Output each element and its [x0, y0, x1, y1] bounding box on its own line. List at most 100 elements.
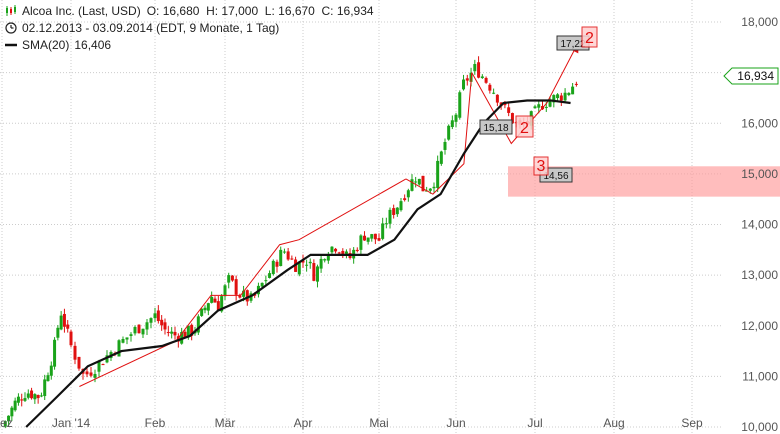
- candle-body: [223, 285, 227, 297]
- candle-body: [341, 250, 345, 255]
- candle-up: [206, 302, 210, 316]
- candle-down: [373, 233, 377, 245]
- candle-body: [384, 223, 388, 225]
- wave-marker-box: [581, 26, 598, 48]
- candle-body: [477, 62, 481, 78]
- candle-body: [137, 324, 141, 334]
- y-tick-label: 10,000: [741, 420, 778, 434]
- candle-body: [432, 186, 436, 189]
- candle-body: [484, 77, 488, 83]
- candle-up: [145, 318, 149, 336]
- candle-down: [574, 81, 578, 87]
- candle-body: [23, 398, 27, 401]
- candle-down: [66, 320, 70, 333]
- candle-body: [43, 379, 47, 397]
- candle-body: [344, 251, 348, 254]
- candle-down: [160, 315, 164, 331]
- candle-down: [62, 308, 66, 333]
- candle-body: [46, 375, 50, 382]
- candle-body: [319, 258, 323, 269]
- candle-down: [465, 74, 469, 86]
- candle-body: [186, 325, 190, 338]
- candle-down: [85, 367, 89, 378]
- candle-up: [282, 248, 286, 254]
- candle-body: [279, 249, 283, 267]
- candle-body: [49, 365, 53, 376]
- candle-down: [183, 329, 187, 338]
- candle-down: [286, 247, 290, 261]
- candle-body: [230, 275, 234, 281]
- candle-up: [417, 178, 421, 186]
- candle-body: [492, 92, 496, 94]
- candle-body: [149, 318, 153, 323]
- candle-body: [366, 237, 370, 242]
- candle-up: [26, 389, 30, 400]
- last-price-box: [723, 67, 779, 85]
- candle-body: [462, 79, 466, 90]
- candle-body: [121, 338, 125, 343]
- candle-body: [381, 223, 385, 239]
- candle-body: [330, 246, 334, 253]
- candle-body: [414, 181, 418, 183]
- candle-up: [93, 369, 97, 383]
- candle-body: [275, 261, 279, 267]
- candle-body: [363, 235, 367, 241]
- candle-body: [388, 209, 392, 224]
- candle-body: [3, 421, 7, 427]
- candle-body: [286, 251, 290, 260]
- candle-body: [567, 92, 571, 96]
- candle-body: [176, 336, 180, 342]
- candle-up: [10, 405, 14, 422]
- candle-body: [160, 319, 164, 326]
- candle-up: [359, 234, 363, 255]
- candle-up: [395, 207, 399, 217]
- candle-body: [39, 395, 43, 397]
- candle-body: [406, 190, 410, 198]
- candle-up: [59, 311, 63, 331]
- candle-up: [450, 115, 454, 130]
- candle-body: [473, 64, 477, 72]
- candle-down: [190, 323, 194, 341]
- candle-body: [544, 106, 548, 108]
- price-annotation: 17,22 2: [556, 26, 598, 51]
- candle-up: [308, 258, 312, 269]
- candle-body: [173, 331, 177, 336]
- candle-body: [73, 345, 77, 360]
- candle-body: [264, 280, 268, 282]
- candle-body: [454, 114, 458, 122]
- candle-down: [73, 341, 77, 365]
- candle-body: [271, 260, 275, 275]
- sma-value: 16,406: [74, 37, 112, 52]
- grid-layer: [0, 0, 722, 434]
- candle-body: [145, 322, 149, 330]
- candle-up: [125, 337, 129, 345]
- candle-layer: [3, 56, 578, 429]
- candle-body: [59, 315, 63, 330]
- candle-body: [13, 400, 17, 411]
- candle-body: [377, 238, 381, 241]
- candle-down: [301, 254, 305, 268]
- candle-up: [439, 150, 443, 166]
- candle-body: [447, 125, 451, 140]
- candle-down: [77, 356, 81, 371]
- candle-body: [503, 103, 507, 106]
- candle-up: [141, 328, 145, 339]
- candle-body: [156, 310, 160, 322]
- candle-body: [210, 296, 214, 303]
- clock-icon: [5, 21, 17, 34]
- candle-down: [173, 326, 177, 340]
- last-price-tag: 16,934: [723, 67, 779, 85]
- candle-body: [85, 371, 89, 375]
- candle-body: [480, 76, 484, 79]
- legend-range-row: 02.12.2013 - 03.09.2014 (EDT, 9 Monate, …: [5, 20, 279, 35]
- candle-down: [507, 101, 511, 117]
- candle-up: [533, 104, 537, 109]
- candle-body: [465, 78, 469, 81]
- candle-body: [507, 107, 511, 113]
- candle-body: [200, 308, 204, 316]
- y-tick-label: 11,000: [742, 369, 778, 383]
- candle-body: [183, 331, 187, 338]
- candle-down: [137, 324, 141, 334]
- candle-body: [242, 290, 246, 297]
